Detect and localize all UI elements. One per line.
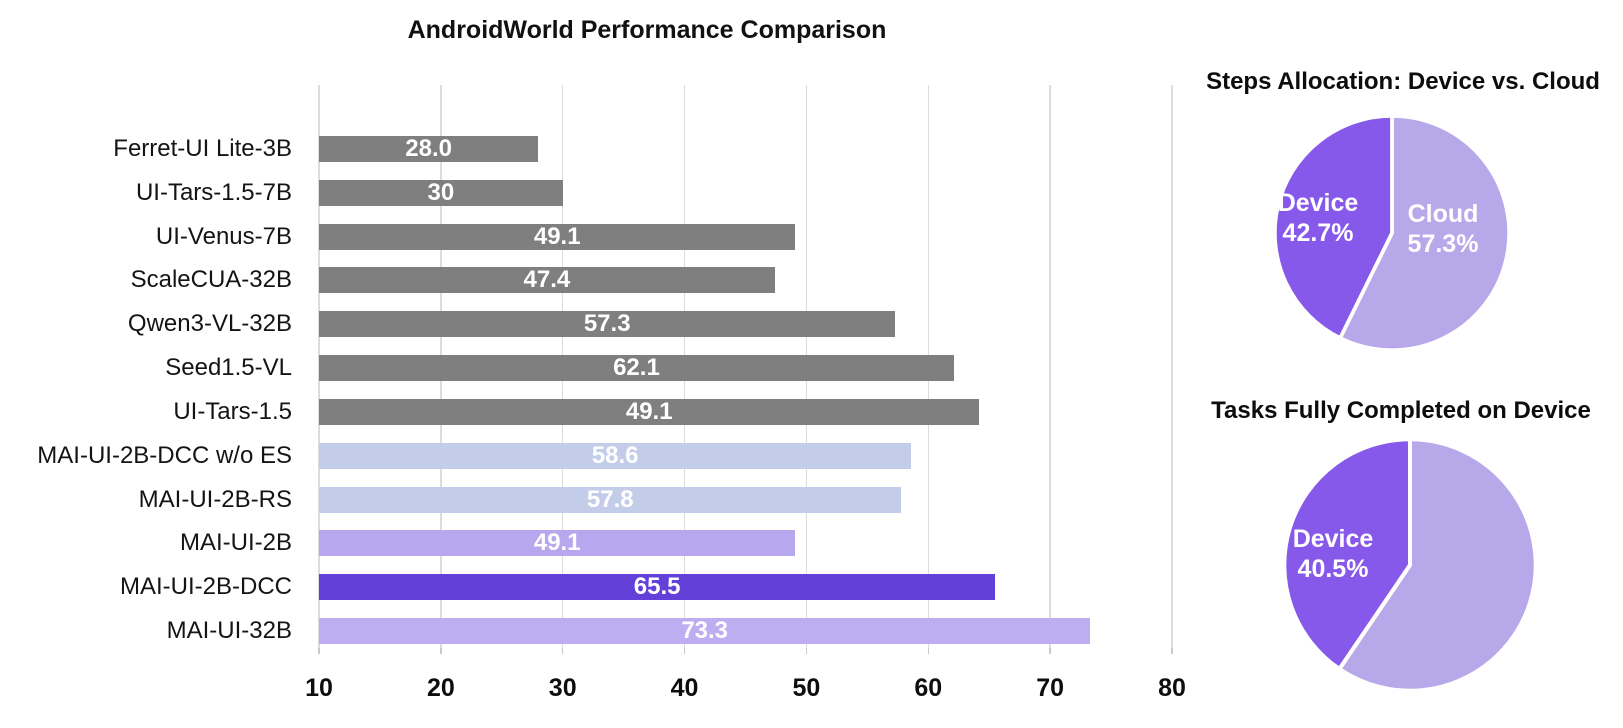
- bar-chart-title: AndroidWorld Performance Comparison: [407, 16, 887, 44]
- category-label: ScaleCUA-32B: [130, 266, 292, 294]
- category-labels: Ferret-UI Lite-3B UI-Tars-1.5-7B UI-Venus-…: [0, 85, 292, 648]
- bar: 49.1: [319, 529, 796, 557]
- x-tick-label: 10: [305, 674, 333, 702]
- bar: 65.5: [319, 573, 996, 601]
- gridline: [1171, 85, 1173, 648]
- bar-value-label: 47.4: [523, 266, 571, 294]
- bar: 49.1: [319, 397, 980, 425]
- bar-value-label: 73.3: [681, 617, 729, 645]
- bar: 47.4: [319, 266, 775, 294]
- bar: 49.1: [319, 222, 796, 250]
- x-tick-mark: [1049, 648, 1051, 654]
- bar: 57.3: [319, 310, 896, 338]
- category-label: UI-Tars-1.5: [173, 397, 292, 425]
- pie-tasks-title: Tasks Fully Completed on Device: [1211, 397, 1591, 424]
- pie-steps-chart: [1269, 110, 1515, 356]
- bar-value-label: 49.1: [533, 529, 581, 557]
- bar-value-label: 58.6: [591, 441, 639, 469]
- bar: 57.8: [319, 485, 902, 513]
- bar-value-label: 49.1: [625, 397, 673, 425]
- x-tick-label: 30: [548, 674, 577, 702]
- x-tick-label: 60: [914, 674, 943, 702]
- x-tick-label: 80: [1158, 674, 1186, 702]
- pie-tasks-chart: [1278, 433, 1542, 697]
- bar-plot: 10 20 30 40 50 60 70 80 28.0 30 49.1 47.4 57.3 62.1 49…: [305, 85, 1186, 702]
- x-tick-mark: [561, 648, 564, 654]
- category-label: MAI-UI-2B: [179, 529, 292, 557]
- pie-steps-device-label: Device 42.7%: [1278, 188, 1359, 248]
- x-tick-mark: [805, 648, 808, 654]
- pie-slice-pct: 40.5%: [1297, 555, 1369, 583]
- pie-slice: [1282, 437, 1413, 671]
- bar: 28.0: [319, 135, 539, 162]
- category-label: MAI-UI-2B-DCC w/o ES: [37, 441, 292, 469]
- pie-slice: [1338, 113, 1511, 353]
- category-label: MAI-UI-2B-DCC: [120, 573, 292, 601]
- x-tick-label: 20: [426, 674, 455, 702]
- pie-slice: [1273, 113, 1394, 340]
- pie-slice: [1337, 437, 1538, 693]
- bar-value-label: 49.1: [533, 222, 581, 250]
- bar-value-label: 65.5: [633, 573, 681, 601]
- x-tick-label: 40: [670, 674, 699, 702]
- bar: 73.3: [319, 617, 1091, 645]
- x-tick-label: 50: [792, 674, 821, 702]
- x-tick-mark: [683, 648, 686, 654]
- category-label: UI-Tars-1.5-7B: [135, 178, 292, 206]
- bar: 30: [319, 178, 563, 206]
- bar: 62.1: [319, 354, 954, 382]
- bar-value-label: 57.8: [586, 485, 634, 513]
- bar-value-label: 62.1: [613, 354, 660, 382]
- category-label: Qwen3-VL-32B: [127, 310, 292, 338]
- pie-slice-name: Device: [1277, 189, 1359, 217]
- pie-steps-title: Steps Allocation: Device vs. Cloud: [1206, 68, 1600, 95]
- pie-slice-pct: 42.7%: [1282, 219, 1354, 247]
- category-label: Ferret-UI Lite-3B: [113, 135, 292, 162]
- x-tick-mark: [927, 648, 930, 654]
- bar-value-label: 28.0: [405, 135, 453, 162]
- category-label: MAI-UI-32B: [166, 617, 292, 645]
- bar: 58.6: [319, 441, 912, 469]
- category-label: UI-Venus-7B: [155, 222, 292, 250]
- pie-slice-pct: 57.3%: [1407, 230, 1479, 258]
- x-tick-mark: [318, 648, 320, 654]
- bar-value-label: 57.3: [583, 310, 631, 338]
- pie-tasks-svg: [1282, 437, 1538, 693]
- pie-slice-name: Cloud: [1407, 200, 1479, 228]
- gridline: [1049, 85, 1051, 648]
- x-tick-mark: [1171, 648, 1173, 654]
- x-tick-label: 70: [1036, 674, 1065, 702]
- pie-steps-svg: [1273, 113, 1511, 353]
- pie-tasks-device-label: Device 40.5%: [1293, 524, 1374, 584]
- pie-steps-cloud-label: Cloud 57.3%: [1408, 199, 1479, 259]
- pie-slice-name: Device: [1292, 525, 1374, 553]
- x-tick-mark: [440, 648, 442, 654]
- category-label: MAI-UI-2B-RS: [138, 485, 292, 513]
- bar-value-label: 30: [427, 178, 455, 206]
- category-label: Seed1.5-VL: [165, 354, 292, 382]
